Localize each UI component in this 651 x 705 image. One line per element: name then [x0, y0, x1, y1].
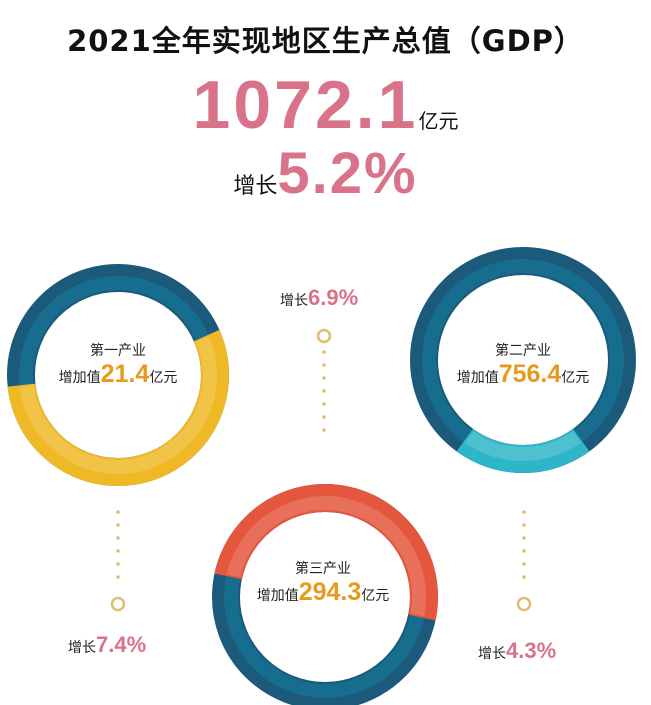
value-prefix: 增加值	[456, 370, 499, 386]
connector-tertiary-dot	[522, 549, 526, 553]
connector-primary-dot	[116, 562, 120, 566]
connector-primary-dot	[116, 575, 120, 579]
page-title: 2021全年实现地区生产总值（GDP）	[67, 24, 584, 58]
connector-secondary-dot	[322, 363, 326, 367]
connector-tertiary-dot	[522, 523, 526, 527]
value-unit: 亿元	[149, 370, 178, 386]
industry-value: 294.3	[298, 578, 362, 606]
connector-secondary-dot	[322, 350, 326, 354]
value-prefix: 增加值	[58, 370, 101, 386]
value-prefix: 增加值	[256, 588, 299, 604]
connector-secondary-dot	[322, 389, 326, 393]
industry-name: 第一产业	[90, 343, 146, 359]
donut-highlight-inner-segment	[19, 336, 217, 474]
growth-value: 6.9%	[308, 285, 359, 310]
industry-name: 第三产业	[295, 561, 351, 577]
donut-label-primary: 第一产业 增加值21.4亿元	[38, 340, 198, 389]
total-gdp: 1072.1亿元	[0, 66, 651, 144]
connector-secondary-dot	[322, 376, 326, 380]
total-growth: 增长5.2%	[0, 140, 651, 207]
growth-primary: 增长7.4%	[68, 632, 146, 658]
connector-primary-dot	[116, 536, 120, 540]
growth-value: 4.3%	[506, 638, 557, 663]
donut-highlight-inner-segment	[465, 431, 581, 461]
connector-tertiary-dot	[522, 536, 526, 540]
connector-primary-dot	[116, 523, 120, 527]
growth-secondary: 增长6.9%	[280, 285, 358, 311]
total-gdp-unit: 亿元	[418, 109, 459, 133]
donut-label-secondary: 第二产业 增加值756.4亿元	[440, 340, 606, 389]
connector-secondary-dot	[322, 415, 326, 419]
growth-value: 7.4%	[96, 632, 147, 657]
connector-tertiary-dot	[522, 510, 526, 514]
connector-tertiary-dot	[522, 575, 526, 579]
connector-secondary-ring-icon	[316, 328, 332, 344]
total-growth-label: 增长	[233, 174, 278, 199]
industry-name: 第二产业	[495, 343, 551, 359]
industry-value: 21.4	[100, 360, 150, 388]
connector-tertiary-ring-icon	[516, 596, 532, 612]
connector-tertiary-dot	[522, 562, 526, 566]
connector-secondary-dot	[322, 428, 326, 432]
growth-tertiary: 增长4.3%	[478, 638, 556, 664]
total-growth-value: 5.2%	[277, 141, 418, 206]
connector-secondary-dot	[322, 402, 326, 406]
value-unit: 亿元	[561, 370, 590, 386]
connector-primary-dot	[116, 510, 120, 514]
value-unit: 亿元	[361, 588, 390, 604]
growth-label: 增长	[68, 640, 96, 656]
donut-highlight-inner-segment	[226, 496, 426, 617]
total-gdp-value: 1072.1	[192, 67, 419, 143]
growth-label: 增长	[280, 293, 308, 309]
connector-primary-ring-icon	[110, 596, 126, 612]
donut-label-tertiary: 第三产业 增加值294.3亿元	[240, 558, 406, 607]
connector-primary-dot	[116, 549, 120, 553]
growth-label: 增长	[478, 646, 506, 662]
industry-value: 756.4	[498, 360, 562, 388]
